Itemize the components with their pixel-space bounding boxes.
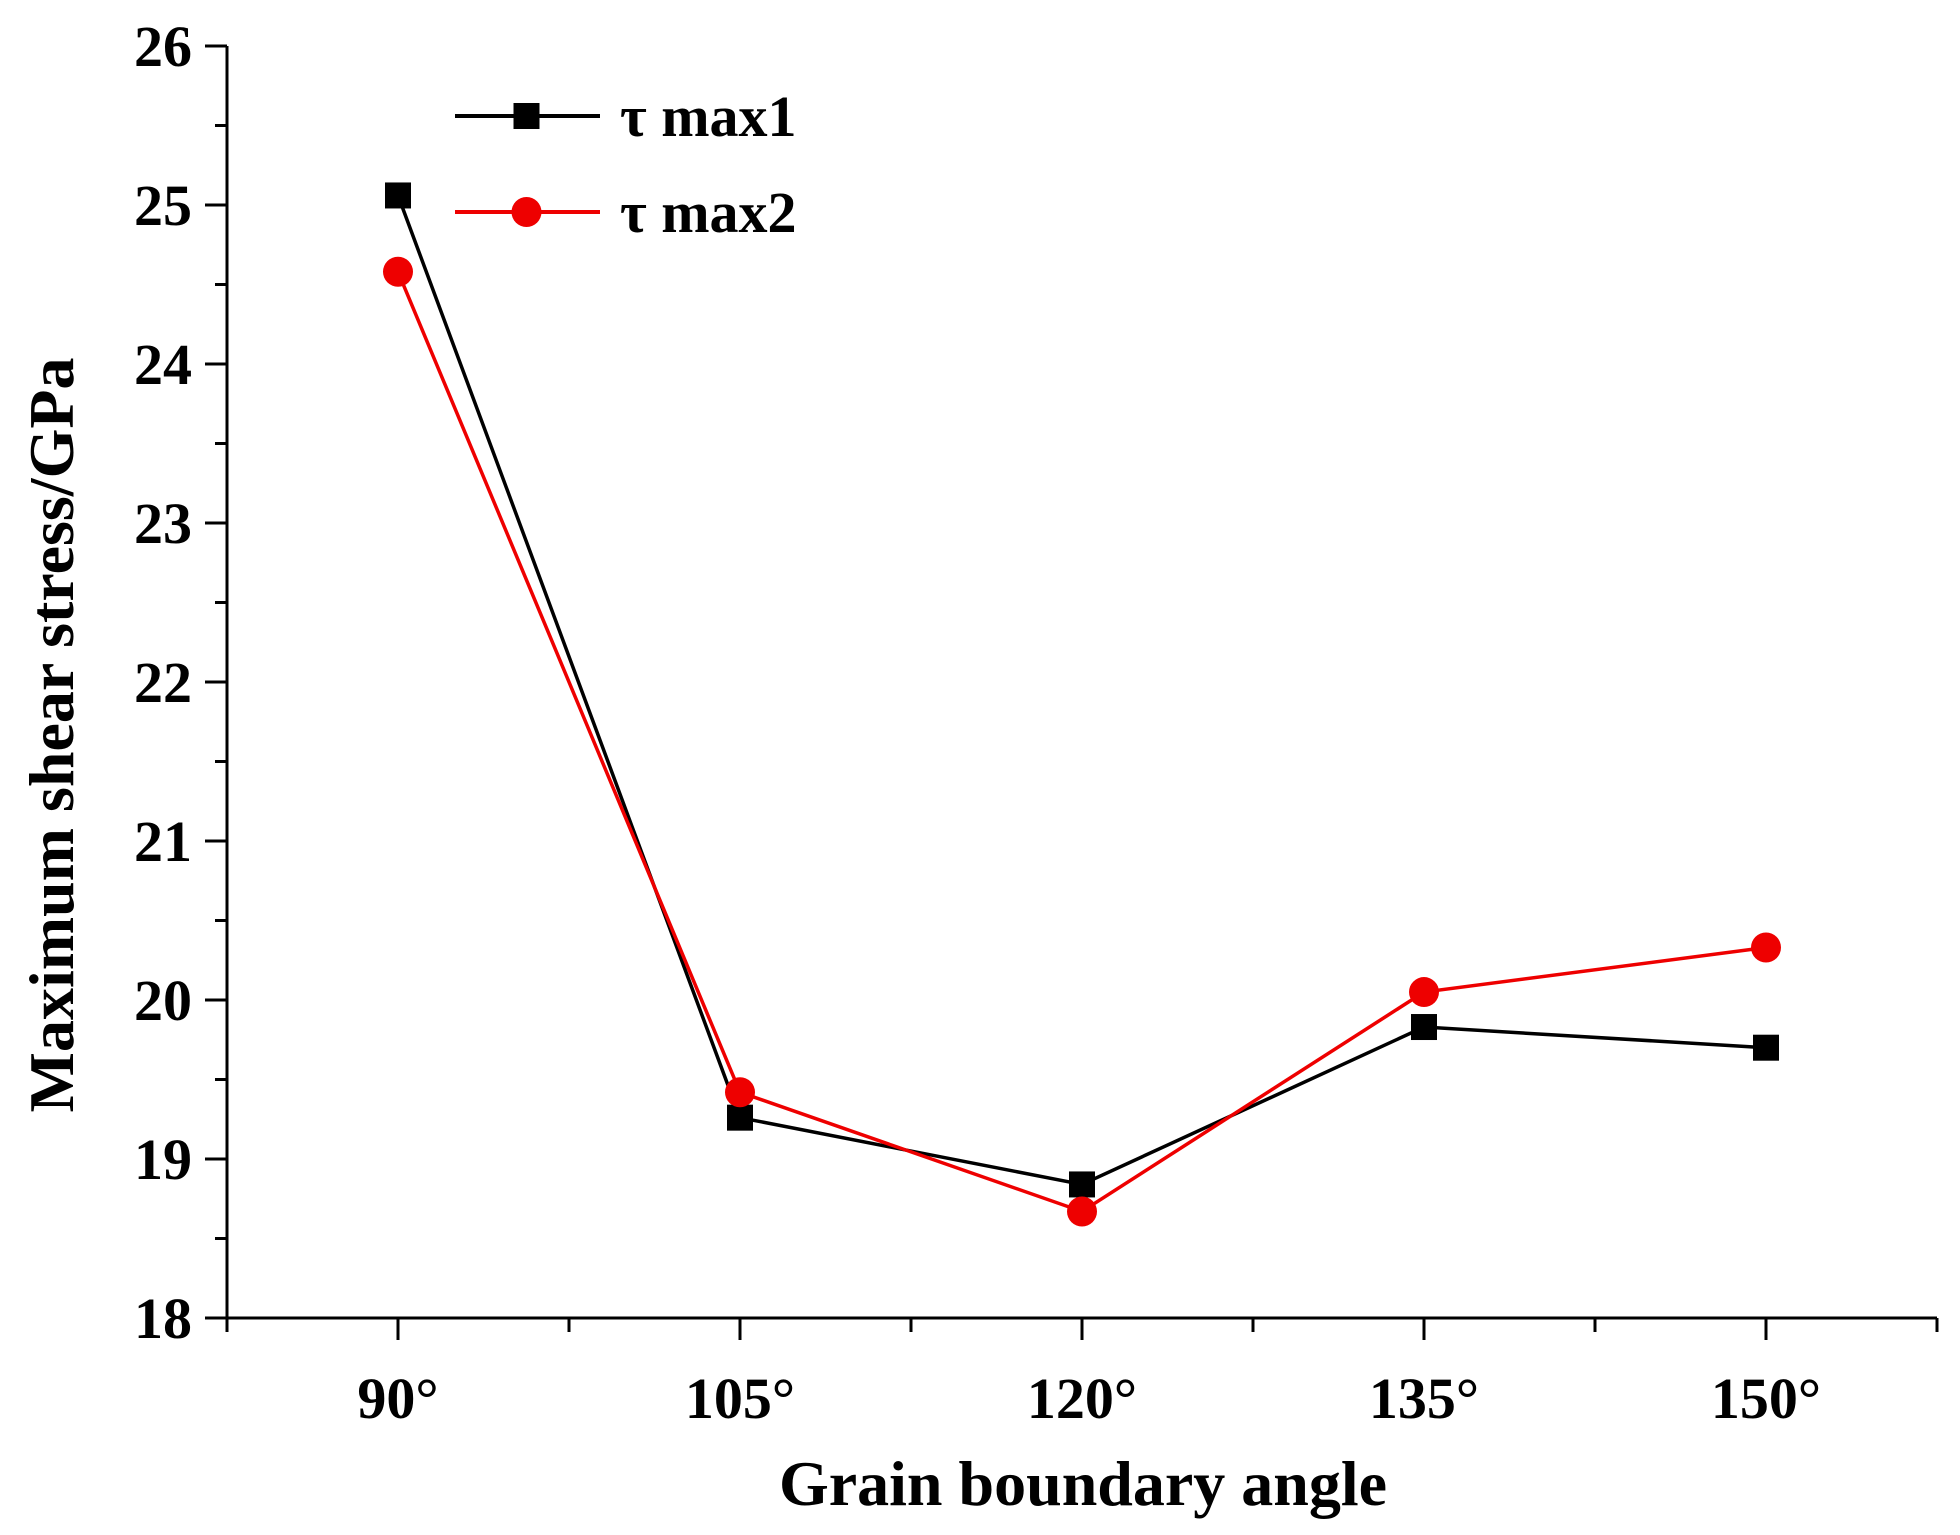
legend-label: τ max1 — [620, 84, 797, 149]
legend-item-2: τ max2 — [455, 180, 797, 245]
y-tick-label: 20 — [134, 968, 192, 1033]
x-tick-label: 135° — [1369, 1366, 1479, 1431]
x-tick-label: 150° — [1711, 1366, 1821, 1431]
series-line — [396, 194, 1767, 1187]
data-point-circle — [725, 1077, 755, 1108]
legend-label: τ max2 — [620, 180, 797, 245]
x-tick-label: 105° — [685, 1366, 795, 1431]
series-layer — [383, 182, 1781, 1227]
y-axis-title: Maximum shear stress/GPa — [16, 358, 87, 1113]
y-tick-label: 25 — [134, 173, 192, 238]
legend-marker-square — [513, 103, 540, 129]
data-point-square — [1069, 1171, 1095, 1198]
y-tick-label: 24 — [134, 332, 192, 397]
data-point-circle — [1067, 1196, 1097, 1227]
y-tick-label: 19 — [134, 1127, 192, 1192]
legend-item-1: τ max1 — [455, 84, 797, 149]
x-tick-label: 90° — [357, 1366, 438, 1431]
series-1 — [385, 182, 1779, 1198]
data-point-square — [1411, 1014, 1437, 1041]
data-point-square — [1753, 1034, 1779, 1061]
data-point-square — [727, 1104, 753, 1131]
data-point-circle — [1409, 977, 1439, 1008]
data-point-square — [385, 182, 411, 209]
data-point-circle — [383, 256, 413, 287]
y-tick-label: 21 — [134, 809, 192, 874]
y-tick-label: 26 — [134, 14, 192, 79]
series-2 — [383, 256, 1781, 1227]
series-line — [396, 271, 1767, 1214]
y-tick-label: 22 — [134, 650, 192, 715]
legend: τ max1 τ max2 — [455, 84, 797, 245]
x-axis-title: Grain boundary angle — [779, 1448, 1387, 1519]
legend-marker-circle — [511, 197, 542, 227]
x-tick-label: 120° — [1027, 1366, 1137, 1431]
axes: 18 19 20 21 22 23 24 25 26 90° 105° 120° 135° 150° — [134, 14, 1939, 1431]
data-point-circle — [1751, 932, 1781, 963]
y-tick-label: 23 — [134, 491, 192, 556]
y-tick-label: 18 — [134, 1286, 192, 1351]
